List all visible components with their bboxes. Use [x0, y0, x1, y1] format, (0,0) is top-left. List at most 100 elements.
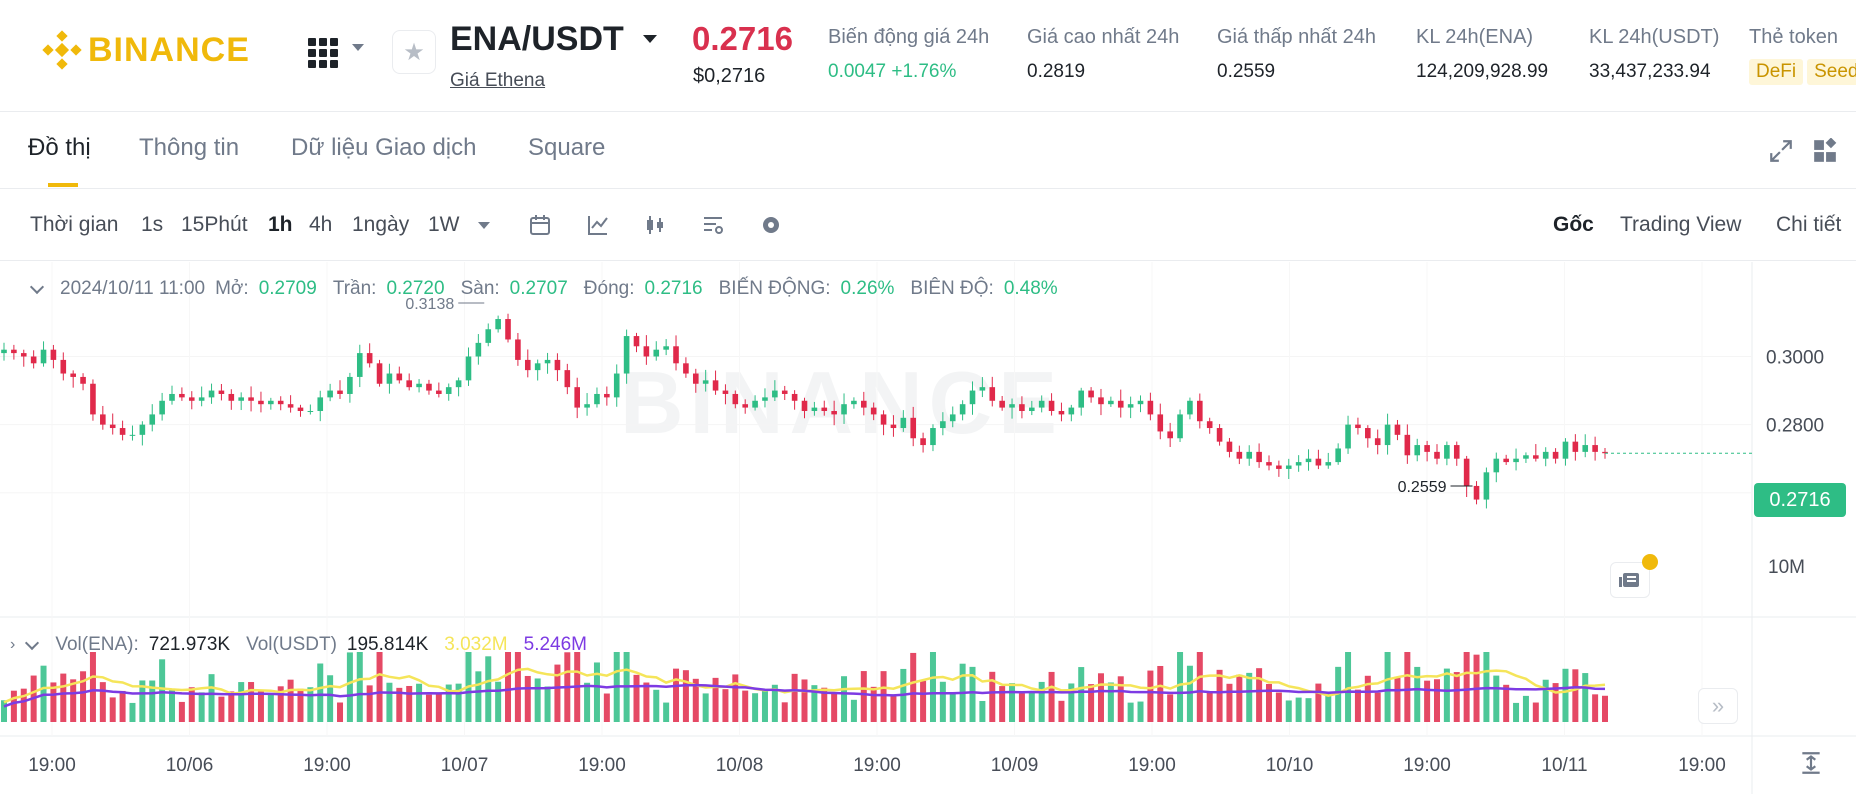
candle-body	[30, 356, 37, 364]
volume-bar	[109, 697, 116, 722]
volume-bar	[435, 693, 442, 722]
stat-label: Biến động giá 24h	[828, 26, 990, 48]
volume-bar	[346, 652, 353, 722]
volume-bar	[1275, 692, 1282, 722]
candle-body	[663, 346, 669, 350]
candle-body	[1157, 414, 1164, 432]
calendar-icon[interactable]	[528, 213, 552, 237]
view-trading-view[interactable]: Trading View	[1620, 213, 1742, 236]
view-depth[interactable]: Chi tiết	[1776, 213, 1842, 236]
interval-1d[interactable]: 1ngày	[352, 213, 410, 236]
candle-body	[1463, 458, 1470, 486]
interval-15m[interactable]: 15Phút	[181, 213, 248, 236]
candle-body	[485, 329, 492, 343]
candle-body	[80, 376, 86, 384]
apps-grid-icon[interactable]	[308, 38, 338, 68]
candle-body	[465, 356, 472, 381]
candlestick-chart[interactable]: 0.30000.28000.260010M19:0010/0619:0010/0…	[0, 262, 1856, 794]
candle-body	[1552, 451, 1559, 459]
candle-body	[159, 400, 165, 415]
favorite-star-button[interactable]: ★	[392, 30, 436, 74]
candle-body	[1384, 424, 1391, 446]
candle-body	[445, 387, 452, 394]
pair-dropdown-icon[interactable]	[643, 35, 657, 43]
candle-body	[524, 359, 531, 371]
binance-logo[interactable]: BINANCE	[42, 30, 250, 70]
candle-body	[1127, 404, 1134, 408]
x-tick-label: 10/11	[1541, 755, 1587, 776]
candle-body	[307, 411, 314, 412]
volume-bar	[1256, 668, 1263, 722]
volume-bar	[534, 678, 541, 722]
market-header: BINANCE ★ ENA/USDT Giá Ethena 0.2716 $0,…	[0, 0, 1856, 112]
settings-icon[interactable]	[759, 213, 783, 237]
volume-bar	[1404, 652, 1411, 722]
scroll-to-latest-button[interactable]: »	[1698, 688, 1738, 724]
candle-body	[1038, 400, 1045, 408]
candle-body	[910, 417, 917, 439]
tag-defi[interactable]: DeFi	[1749, 59, 1804, 85]
volume-bar	[1443, 668, 1450, 722]
interval-dropdown-icon[interactable]	[478, 222, 490, 229]
volume-bar	[1107, 682, 1114, 722]
high-value: 0.2720	[386, 278, 445, 299]
close-label: Đóng:	[583, 278, 635, 299]
candle-body	[1029, 407, 1035, 411]
volume-bar	[1236, 674, 1243, 722]
candle-body	[880, 414, 887, 425]
layout-icon[interactable]	[1812, 138, 1838, 164]
volume-bar	[603, 693, 610, 722]
interval-1h[interactable]: 1h	[268, 213, 293, 236]
candle-body	[1335, 448, 1341, 463]
chevron-down-icon[interactable]	[29, 279, 45, 295]
candle-body	[732, 393, 739, 405]
fit-axis-icon[interactable]	[1798, 750, 1824, 776]
low-marker-label: 0.2559	[1398, 479, 1447, 496]
view-original[interactable]: Gốc	[1553, 213, 1594, 236]
tab-trading-data[interactable]: Dữ liệu Giao dịch	[291, 134, 477, 161]
volume-bar	[1522, 695, 1529, 722]
main-tabs: Đồ thị Thông tin Dữ liệu Giao dịch Squar…	[0, 112, 1856, 189]
candle-body	[268, 400, 274, 405]
news-button[interactable]	[1610, 562, 1650, 598]
template-icon[interactable]	[701, 213, 725, 237]
candle-body	[356, 353, 363, 377]
stat-value: 0.0047 +1.76%	[828, 61, 957, 82]
change-label: BIẾN ĐỘNG:	[718, 278, 831, 299]
volume-bar	[1186, 665, 1193, 722]
candle-body	[742, 404, 749, 408]
volume-bar	[169, 689, 176, 722]
volume-bar	[1602, 695, 1608, 722]
vol-usdt-label: Vol(USDT)	[246, 634, 337, 655]
stat-value: 0.2559	[1217, 61, 1276, 82]
candle-body	[169, 393, 175, 401]
interval-1s[interactable]: 1s	[141, 213, 164, 236]
candle-body	[376, 363, 383, 384]
tab-info[interactable]: Thông tin	[139, 134, 240, 161]
chevron-right-icon[interactable]: ›	[10, 636, 16, 653]
notification-dot	[1642, 554, 1658, 570]
chart-area[interactable]: BINANCE 0.30000.28000.260010M19:0010/061…	[0, 262, 1856, 794]
candle-body	[534, 363, 541, 371]
volume-bar	[633, 674, 640, 722]
fullscreen-icon[interactable]	[1768, 138, 1794, 164]
volume-bar	[1414, 666, 1421, 722]
volume-bar	[722, 689, 729, 722]
indicator-icon[interactable]	[586, 213, 610, 237]
interval-4h[interactable]: 4h	[309, 213, 333, 236]
logo-text: BINANCE	[88, 30, 250, 69]
tag-seed[interactable]: Seed	[1807, 59, 1856, 85]
chevron-down-icon[interactable]	[25, 635, 40, 651]
chevron-down-icon[interactable]	[352, 44, 364, 51]
volume-bar	[1097, 673, 1104, 722]
tab-square[interactable]: Square	[528, 134, 606, 161]
interval-1w[interactable]: 1W	[428, 213, 460, 236]
volume-bar	[1078, 667, 1085, 722]
coin-info-link[interactable]: Giá Ethena	[450, 70, 546, 91]
candle-body	[900, 417, 907, 429]
candle-body	[722, 390, 729, 394]
candle-type-icon[interactable]	[643, 213, 667, 237]
pair-title[interactable]: ENA/USDT	[450, 20, 624, 58]
tab-chart[interactable]: Đồ thị	[28, 134, 91, 161]
current-price-badge: 0.2716	[1754, 483, 1846, 517]
